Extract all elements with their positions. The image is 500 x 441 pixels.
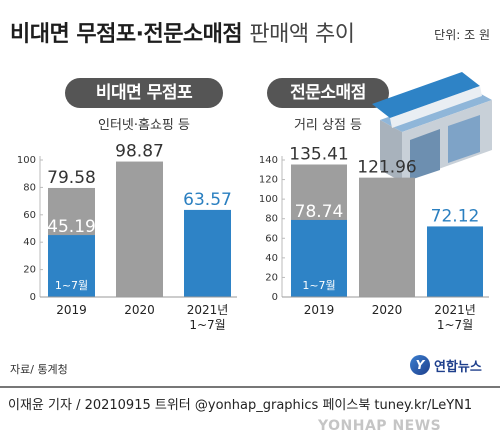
bar-jan-jul	[184, 209, 231, 297]
data-label-jan-jul: 45.19	[47, 217, 96, 237]
title-sub: 판매액 추이	[249, 22, 355, 47]
bar-total	[359, 177, 415, 297]
x-tick-label: 1~7월	[437, 318, 473, 332]
left-panel-caption: 인터넷·홈쇼핑 등	[98, 118, 190, 133]
unit-label: 단위: 조 원	[434, 28, 490, 42]
y-tick-label: 100	[259, 194, 278, 205]
inner-period-label: 1~7월	[302, 279, 335, 292]
chart-left: 0 20 40 60 80 100 79.58 45.19 1~7월 2019 98.87 2020 6…	[17, 142, 237, 332]
yonhap-logo: Y 연합뉴스	[410, 355, 482, 375]
y-tick-label: 40	[265, 253, 278, 264]
logo-text: 연합뉴스	[434, 359, 482, 375]
left-panel-pill: 비대면 무점포	[65, 78, 223, 108]
inner-period-label: 1~7월	[55, 279, 88, 292]
credit-line: 이재윤 기자 / 20210915 트위터 @yonhap_graphics 페…	[0, 386, 500, 416]
y-tick-label: 20	[23, 265, 36, 276]
data-label-total: 121.96	[357, 158, 416, 178]
x-tick-label: 2021년	[434, 303, 476, 317]
x-tick-label: 2020	[124, 303, 155, 317]
data-label-total: 135.41	[289, 144, 348, 164]
bar-jan-jul	[427, 226, 483, 297]
storefront-icon	[372, 72, 492, 182]
y-tick-label: 0	[272, 292, 278, 303]
data-label-jan-jul: 63.57	[183, 190, 232, 210]
y-tick-label: 0	[30, 292, 36, 303]
x-tick-label: 2019	[56, 303, 87, 317]
data-label-jan-jul: 78.74	[295, 202, 344, 222]
source-note: 자료/ 통계청	[10, 363, 68, 376]
x-tick-label: 1~7월	[189, 318, 225, 332]
yonhap-logo-icon: Y	[410, 355, 430, 375]
chart-right: 0 20 40 60 80 100 120 140 135.41 78.74 1~7월 2019 121…	[259, 144, 489, 332]
y-tick-label: 80	[265, 214, 278, 225]
y-tick-label: 100	[17, 155, 36, 166]
right-panel-caption: 거리 상점 등	[293, 118, 363, 133]
bar-total	[116, 161, 163, 297]
y-tick-label: 40	[23, 237, 36, 248]
watermark: YONHAP NEWS	[318, 418, 442, 434]
y-tick-label: 60	[23, 210, 36, 221]
bar-jan-jul	[48, 235, 95, 297]
data-label-total: 79.58	[47, 168, 96, 188]
chart-title: 비대면 무점포·전문소매점 판매액 추이	[10, 16, 355, 48]
x-tick-label: 2020	[372, 303, 403, 317]
data-label-total: 98.87	[115, 142, 164, 162]
y-tick-label: 80	[23, 182, 36, 193]
right-panel-pill: 전문소매점	[267, 78, 389, 108]
x-tick-label: 2021년	[187, 303, 229, 317]
title-main: 비대면 무점포·전문소매점	[10, 22, 243, 47]
y-tick-label: 140	[259, 155, 278, 166]
y-tick-label: 20	[265, 272, 278, 283]
y-tick-label: 60	[265, 233, 278, 244]
y-tick-label: 120	[259, 175, 278, 186]
x-tick-label: 2019	[304, 303, 335, 317]
bar-jan-jul	[291, 219, 347, 297]
data-label-jan-jul: 72.12	[431, 206, 480, 226]
